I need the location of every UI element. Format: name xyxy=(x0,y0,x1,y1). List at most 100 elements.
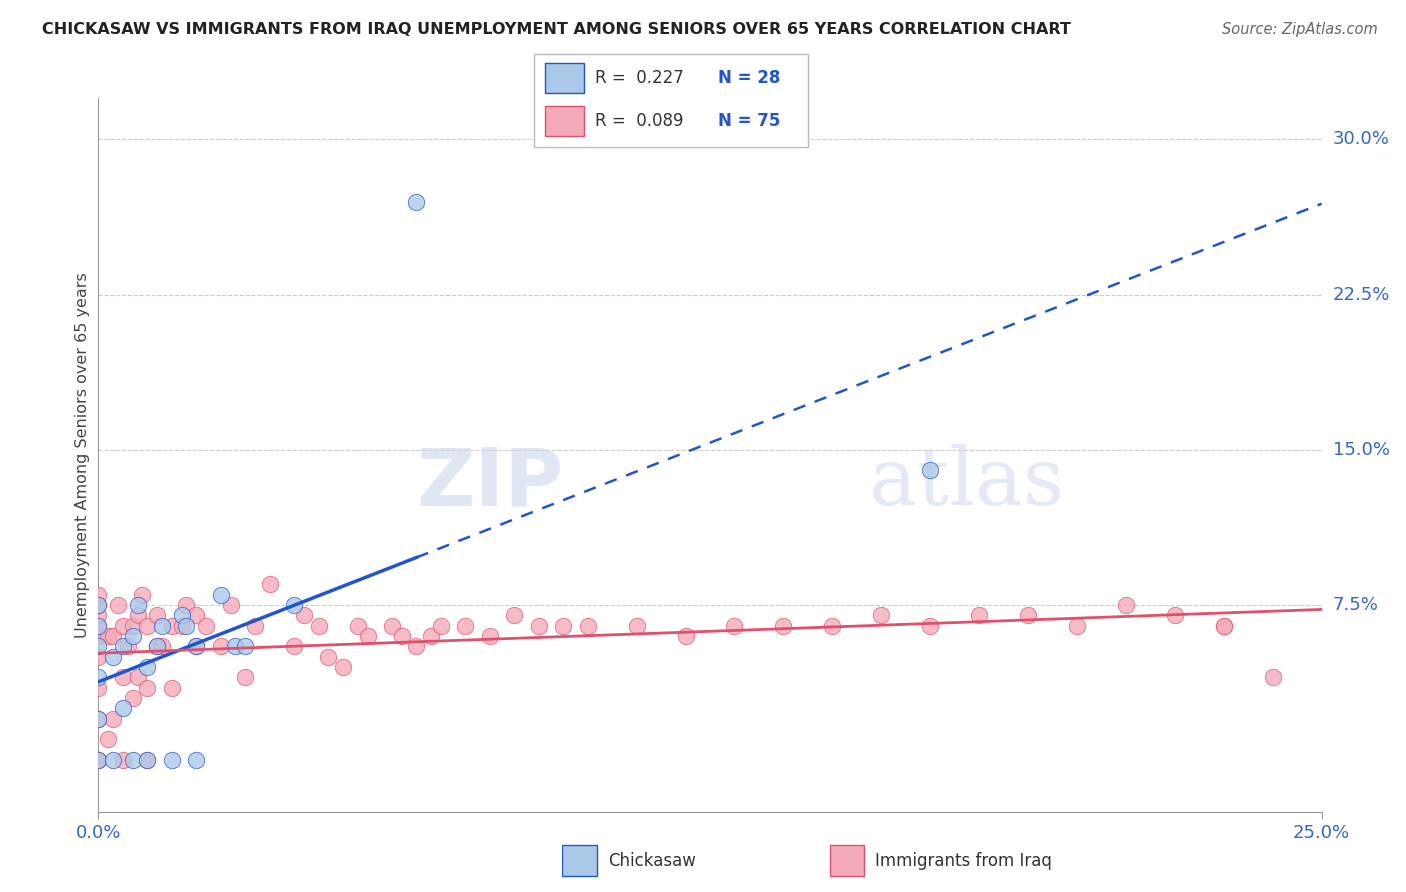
Text: ZIP: ZIP xyxy=(416,444,564,523)
Point xyxy=(111,670,134,684)
Point xyxy=(87,608,110,623)
Point xyxy=(186,639,208,653)
Text: Source: ZipAtlas.com: Source: ZipAtlas.com xyxy=(1222,22,1378,37)
Point xyxy=(576,618,599,632)
Point xyxy=(176,598,198,612)
Point xyxy=(127,670,149,684)
Point xyxy=(121,690,143,705)
Point xyxy=(1212,618,1234,632)
Point xyxy=(111,618,134,632)
Text: 7.5%: 7.5% xyxy=(1333,596,1379,614)
Point xyxy=(136,753,159,767)
Point xyxy=(170,608,193,623)
Point xyxy=(97,732,120,747)
Point xyxy=(87,618,110,632)
Text: R =  0.089: R = 0.089 xyxy=(595,112,683,130)
Point xyxy=(209,639,232,653)
Point xyxy=(121,618,143,632)
Point xyxy=(243,618,266,632)
Point xyxy=(391,629,413,643)
Point xyxy=(87,649,110,664)
Point xyxy=(259,577,281,591)
Point xyxy=(160,681,183,695)
Point xyxy=(87,629,110,643)
Point xyxy=(176,618,198,632)
Point xyxy=(87,639,110,653)
Point xyxy=(405,639,427,653)
Point xyxy=(503,608,526,623)
Point xyxy=(150,618,173,632)
Point xyxy=(381,618,404,632)
Text: 22.5%: 22.5% xyxy=(1333,285,1391,303)
Text: atlas: atlas xyxy=(869,444,1064,523)
Point xyxy=(186,639,208,653)
Text: 30.0%: 30.0% xyxy=(1333,130,1389,148)
Point xyxy=(136,660,159,674)
Point xyxy=(233,639,256,653)
Point xyxy=(170,618,193,632)
Point xyxy=(87,618,110,632)
Point xyxy=(87,598,110,612)
Point xyxy=(127,608,149,623)
Point xyxy=(136,681,159,695)
Text: Chickasaw: Chickasaw xyxy=(607,852,696,870)
Text: N = 75: N = 75 xyxy=(718,112,780,130)
Text: Immigrants from Iraq: Immigrants from Iraq xyxy=(875,852,1052,870)
Point xyxy=(420,629,443,643)
Text: 15.0%: 15.0% xyxy=(1333,441,1389,458)
Point xyxy=(146,639,169,653)
Point xyxy=(675,629,697,643)
Point xyxy=(101,629,124,643)
Point xyxy=(107,598,129,612)
Point xyxy=(308,618,330,632)
Point xyxy=(292,608,315,623)
Point xyxy=(87,588,110,602)
Point xyxy=(356,629,378,643)
Point xyxy=(146,608,169,623)
Point xyxy=(920,463,942,477)
Point xyxy=(87,753,110,767)
Text: R =  0.227: R = 0.227 xyxy=(595,69,683,87)
Point xyxy=(136,753,159,767)
Point xyxy=(186,753,208,767)
Point xyxy=(219,598,242,612)
Point xyxy=(332,660,354,674)
Point xyxy=(87,753,110,767)
Point xyxy=(967,608,990,623)
Point xyxy=(121,753,143,767)
Point xyxy=(1066,618,1088,632)
FancyBboxPatch shape xyxy=(830,846,865,876)
Point xyxy=(920,618,942,632)
Point xyxy=(1017,608,1039,623)
Point xyxy=(454,618,477,632)
Point xyxy=(117,639,139,653)
Point xyxy=(1212,618,1234,632)
Point xyxy=(87,598,110,612)
Point xyxy=(233,670,256,684)
Point xyxy=(283,598,305,612)
Point xyxy=(186,608,208,623)
FancyBboxPatch shape xyxy=(534,54,808,147)
Point xyxy=(346,618,368,632)
Point xyxy=(160,618,183,632)
FancyBboxPatch shape xyxy=(546,63,583,93)
FancyBboxPatch shape xyxy=(562,846,598,876)
Point xyxy=(430,618,453,632)
Point xyxy=(87,753,110,767)
Point xyxy=(101,649,124,664)
Point xyxy=(87,681,110,695)
Point xyxy=(1115,598,1137,612)
Point xyxy=(405,194,427,209)
Point xyxy=(527,618,550,632)
Point xyxy=(111,701,134,715)
FancyBboxPatch shape xyxy=(546,106,583,136)
Point xyxy=(224,639,246,653)
Point xyxy=(146,639,169,653)
Point xyxy=(209,588,232,602)
Point xyxy=(87,712,110,726)
Y-axis label: Unemployment Among Seniors over 65 years: Unemployment Among Seniors over 65 years xyxy=(75,272,90,638)
Point xyxy=(553,618,575,632)
Point xyxy=(160,753,183,767)
Text: CHICKASAW VS IMMIGRANTS FROM IRAQ UNEMPLOYMENT AMONG SENIORS OVER 65 YEARS CORRE: CHICKASAW VS IMMIGRANTS FROM IRAQ UNEMPL… xyxy=(42,22,1071,37)
Point xyxy=(121,629,143,643)
